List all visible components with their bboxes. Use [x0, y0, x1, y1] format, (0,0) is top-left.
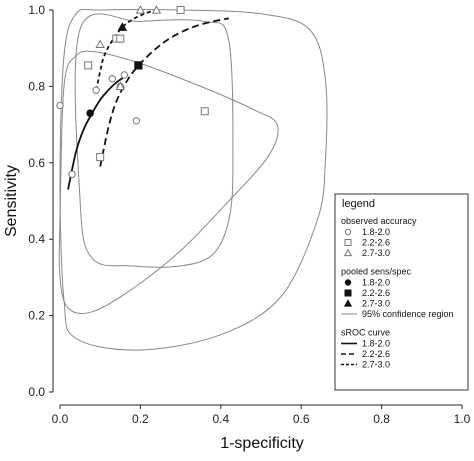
y-tick-label: 0.4: [28, 232, 45, 246]
confidence-region-2-2-2-6: [74, 13, 234, 268]
observed-point-2-7-3-0: [95, 39, 105, 48]
legend-symbol-square-filled: [344, 289, 352, 297]
legend-group-heading: sROC curve: [341, 328, 390, 338]
legend-item-label: 2.2-2.6: [362, 349, 390, 359]
legend-item-label: 2.2-2.6: [362, 288, 390, 298]
observed-point-2-2-2-6: [116, 34, 125, 43]
pooled-point-1-8-2-0: [86, 109, 94, 117]
sroc-curve-2-2-2-6: [99, 17, 229, 167]
x-ticks: 0.0 0.2 0.4 0.6 0.8 1.0: [52, 405, 471, 426]
pooled-point-2-7-3-0: [117, 22, 128, 31]
x-tick-label: 1.0: [454, 412, 471, 426]
legend-item-label: 2.7-3.0: [362, 299, 390, 309]
y-tick-label: 0.8: [28, 79, 45, 93]
observed-point-2-2-2-6: [200, 107, 209, 116]
legend-symbol-triangle-filled: [343, 299, 353, 307]
legend-item-label: 2.2-2.6: [362, 238, 390, 248]
pooled-points: [86, 22, 143, 117]
y-ticks: 0.0 0.2 0.4 0.6 0.8 1.0: [28, 3, 53, 399]
x-tick-label: 0.4: [212, 412, 229, 426]
confidence-region-2-7-3-0: [59, 8, 328, 351]
sroc-curves: [67, 9, 229, 190]
y-tick-label: 1.0: [28, 3, 45, 17]
x-tick-label: 0.0: [52, 412, 69, 426]
y-tick-label: 0.2: [28, 309, 45, 323]
legend-item-label: 95% confidence region: [362, 309, 454, 319]
legend-symbol-triangle-open: [343, 248, 353, 257]
observed-point-2-7-3-0: [135, 5, 146, 14]
observed-point-2-7-3-0: [151, 5, 162, 14]
y-tick-label: 0.6: [28, 156, 45, 170]
observed-point-1-8-2-0: [132, 117, 141, 125]
observed-point-1-8-2-0: [120, 71, 129, 79]
axes: [52, 10, 462, 406]
confidence-region-1-8-2-0: [58, 50, 279, 315]
legend-box: [334, 193, 469, 391]
legend: legend observed accuracy1.8-2.02.2-2.62.…: [334, 193, 469, 391]
confidence-regions: [58, 8, 328, 351]
legend-group-heading: pooled sens/spec: [341, 267, 412, 277]
legend-symbol-square-open: [344, 239, 352, 246]
observed-points: [56, 5, 209, 178]
x-axis-title: 1-specificity: [220, 435, 304, 452]
observed-point-2-2-2-6: [176, 6, 185, 14]
sroc-curve-1-8-2-0: [67, 76, 125, 190]
observed-point-1-8-2-0: [92, 86, 100, 94]
observed-point-2-2-2-6: [84, 61, 93, 70]
x-tick-label: 0.8: [373, 412, 390, 426]
legend-item-label: 2.7-3.0: [362, 360, 390, 370]
x-tick-label: 0.2: [132, 412, 149, 426]
legend-symbol-circle-filled: [344, 279, 352, 286]
x-tick-label: 0.6: [293, 412, 310, 426]
y-axis-title: Sensitivity: [3, 165, 20, 237]
legend-title: legend: [342, 198, 375, 210]
observed-point-2-7-3-0: [115, 81, 125, 90]
pooled-point-2-2-2-6: [134, 61, 143, 70]
sroc-curve-2-7-3-0: [95, 9, 157, 91]
observed-point-1-8-2-0: [68, 170, 76, 178]
legend-group-heading: observed accuracy: [341, 216, 417, 226]
legend-item-label: 1.8-2.0: [362, 227, 390, 237]
observed-point-2-2-2-6: [96, 153, 105, 162]
y-tick-label: 0.0: [28, 385, 45, 399]
legend-item-label: 1.8-2.0: [362, 278, 390, 288]
legend-item-label: 1.8-2.0: [362, 339, 390, 349]
observed-point-1-8-2-0: [56, 101, 64, 110]
legend-item-label: 2.7-3.0: [362, 248, 390, 258]
legend-symbol-circle-open: [344, 228, 352, 236]
observed-point-1-8-2-0: [108, 75, 116, 83]
